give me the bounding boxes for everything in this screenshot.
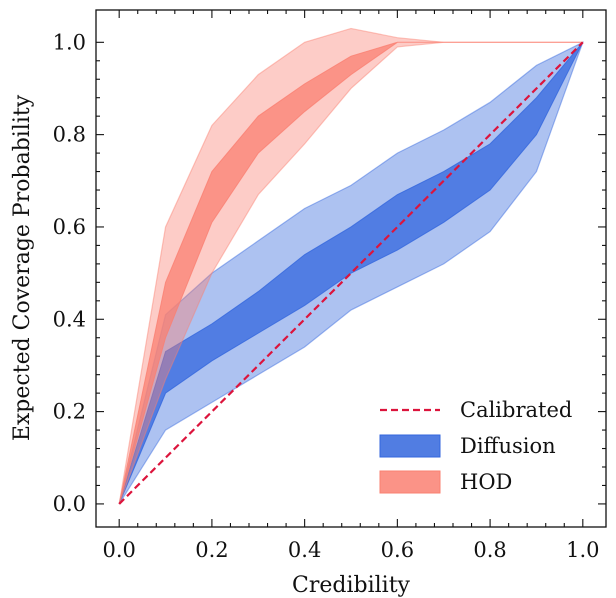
y-tick-label: 0.6 xyxy=(53,215,86,239)
legend-item-hod: HOD xyxy=(379,470,512,494)
legend: Calibrated Diffusion HOD xyxy=(379,398,572,494)
y-tick-label: 0.4 xyxy=(53,307,86,331)
x-tick-label: 0.8 xyxy=(473,538,506,562)
plot-frame xyxy=(95,9,607,528)
x-tick-label: 0.6 xyxy=(381,538,414,562)
x-tick-label: 0.2 xyxy=(195,538,228,562)
legend-label-calibrated: Calibrated xyxy=(460,398,572,422)
plot-axes xyxy=(95,9,607,528)
y-tick-label: 0.8 xyxy=(53,123,86,147)
x-tick-label: 1.0 xyxy=(566,538,599,562)
x-tick-label: 0.4 xyxy=(288,538,321,562)
confidence-bands xyxy=(118,27,584,505)
reference-lines xyxy=(118,41,584,505)
x-axis-label: Credibility xyxy=(292,573,411,598)
tick-labels: 0.0 0.2 0.4 0.6 0.8 1.0 0.0 0.2 0.4 0.6 0.8 1.0 xyxy=(53,30,600,562)
legend-item-diffusion: Diffusion xyxy=(379,434,556,458)
calibrated-line xyxy=(118,41,584,505)
legend-label-diffusion: Diffusion xyxy=(460,434,556,458)
legend-label-hod: HOD xyxy=(460,470,512,494)
legend-swatch-diffusion xyxy=(379,434,441,458)
legend-swatch-hod xyxy=(379,470,441,494)
hod-inner-band xyxy=(118,41,583,505)
x-tick-label: 0.0 xyxy=(102,538,135,562)
legend-item-calibrated: Calibrated xyxy=(380,398,572,422)
y-tick-label: 1.0 xyxy=(53,30,86,54)
y-axis-label: Expected Coverage Probability xyxy=(10,94,35,441)
y-tick-label: 0.2 xyxy=(53,400,86,424)
y-tick-label: 0.0 xyxy=(53,492,86,516)
